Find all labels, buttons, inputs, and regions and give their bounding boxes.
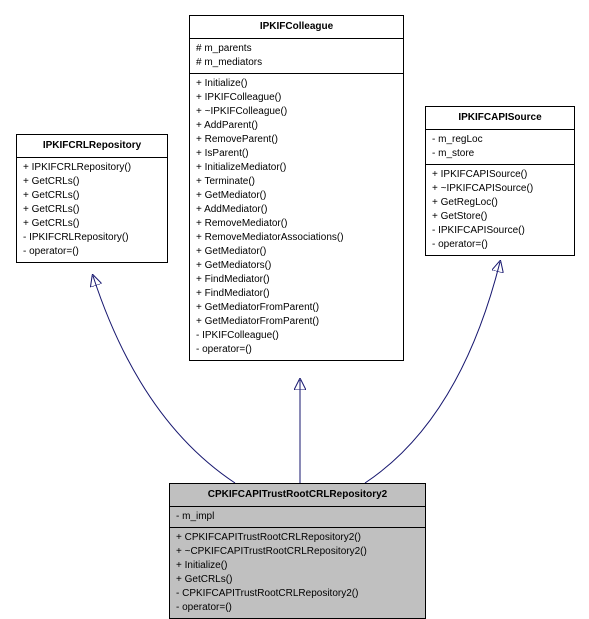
uml-attribute: # m_mediators [196,56,397,70]
uml-method: - IPKIFCAPISource() [432,224,568,238]
methods-section: + CPKIFCAPITrustRootCRLRepository2() + ~… [170,528,425,618]
uml-method: + GetMediatorFromParent() [196,301,397,315]
uml-method: + IPKIFCAPISource() [432,168,568,182]
uml-attribute: - m_impl [176,510,419,524]
uml-method: + InitializeMediator() [196,161,397,175]
uml-method: + CPKIFCAPITrustRootCRLRepository2() [176,531,419,545]
uml-method: + Terminate() [196,175,397,189]
uml-method: + RemoveMediatorAssociations() [196,231,397,245]
uml-method: + AddParent() [196,119,397,133]
class-title: IPKIFCRLRepository [17,135,167,158]
class-title: IPKIFCAPISource [426,107,574,130]
uml-method: - IPKIFCRLRepository() [23,231,161,245]
uml-method: + Initialize() [176,559,419,573]
uml-attribute: - m_regLoc [432,133,568,147]
uml-method: + AddMediator() [196,203,397,217]
uml-method: + IPKIFColleague() [196,91,397,105]
uml-method: + GetMediatorFromParent() [196,315,397,329]
class-title: IPKIFColleague [190,16,403,39]
class-cpkifcapitrustrootcrlrepository2: CPKIFCAPITrustRootCRLRepository2 - m_imp… [169,483,426,619]
methods-section: + Initialize() + IPKIFColleague() + ~IPK… [190,74,403,360]
uml-method: - IPKIFColleague() [196,329,397,343]
attributes-section: - m_impl [170,507,425,528]
uml-method: + GetMediator() [196,189,397,203]
uml-method: - operator=() [196,343,397,357]
uml-method: + RemoveMediator() [196,217,397,231]
methods-section: + IPKIFCAPISource() + ~IPKIFCAPISource()… [426,165,574,255]
uml-method: + FindMediator() [196,287,397,301]
uml-method: + GetStore() [432,210,568,224]
uml-method: + ~CPKIFCAPITrustRootCRLRepository2() [176,545,419,559]
uml-method: + FindMediator() [196,273,397,287]
uml-method: + IPKIFCRLRepository() [23,161,161,175]
uml-method: + GetCRLs() [176,573,419,587]
uml-method: - operator=() [176,601,419,615]
uml-method: + Initialize() [196,77,397,91]
class-ipkifcolleague: IPKIFColleague # m_parents # m_mediators… [189,15,404,361]
attributes-section: # m_parents # m_mediators [190,39,403,74]
uml-method: + GetMediators() [196,259,397,273]
uml-attribute: # m_parents [196,42,397,56]
uml-method: - CPKIFCAPITrustRootCRLRepository2() [176,587,419,601]
uml-method: + GetCRLs() [23,217,161,231]
uml-method: + IsParent() [196,147,397,161]
class-ipkifcapisource: IPKIFCAPISource - m_regLoc - m_store + I… [425,106,575,256]
uml-method: - operator=() [432,238,568,252]
uml-attribute: - m_store [432,147,568,161]
class-ipkifcrlrepository: IPKIFCRLRepository + IPKIFCRLRepository(… [16,134,168,263]
uml-method: + ~IPKIFCAPISource() [432,182,568,196]
class-title: CPKIFCAPITrustRootCRLRepository2 [170,484,425,507]
uml-method: + GetCRLs() [23,203,161,217]
uml-method: + GetCRLs() [23,189,161,203]
methods-section: + IPKIFCRLRepository() + GetCRLs() + Get… [17,158,167,262]
uml-method: + GetMediator() [196,245,397,259]
uml-method: + GetRegLoc() [432,196,568,210]
uml-method: + RemoveParent() [196,133,397,147]
uml-method: - operator=() [23,245,161,259]
attributes-section: - m_regLoc - m_store [426,130,574,165]
uml-method: + GetCRLs() [23,175,161,189]
uml-method: + ~IPKIFColleague() [196,105,397,119]
